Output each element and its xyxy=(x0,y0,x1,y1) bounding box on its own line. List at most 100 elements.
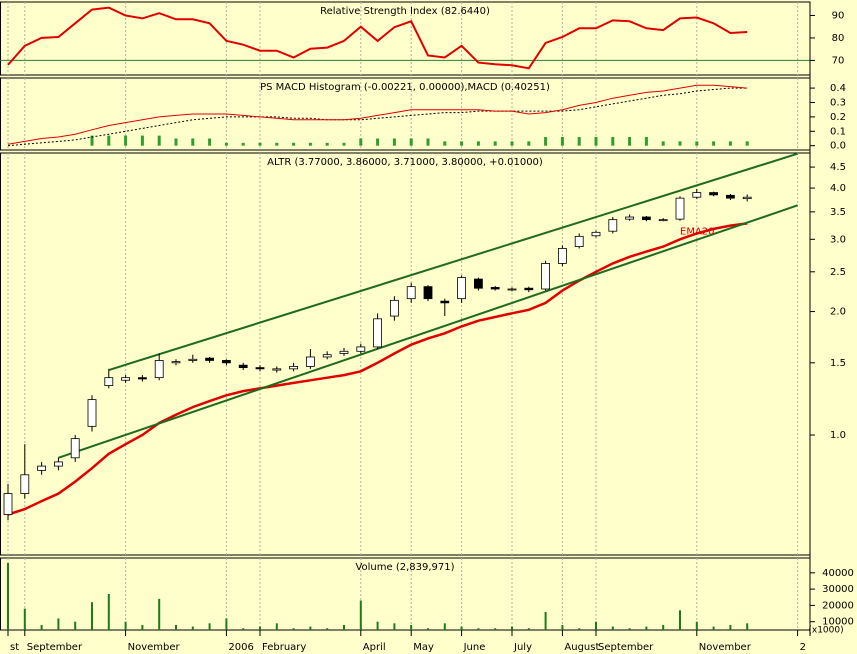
volume-bar xyxy=(679,610,681,630)
candle-body xyxy=(137,377,147,380)
candle-body xyxy=(121,377,130,381)
candle-body xyxy=(54,461,63,467)
y-tick-label: 1.5 xyxy=(830,358,846,369)
candle-body xyxy=(356,346,366,352)
histogram-bar xyxy=(476,141,480,146)
x-tick-label: st xyxy=(10,642,19,653)
y-tick-label: 3.5 xyxy=(830,207,846,218)
histogram-bar xyxy=(661,141,665,146)
histogram-bar xyxy=(678,141,682,146)
volume-bar xyxy=(275,623,278,630)
y-tick-label: 30000 xyxy=(822,584,854,595)
trendline xyxy=(108,152,798,372)
volume-bar xyxy=(443,623,446,630)
candle-body xyxy=(70,438,80,459)
candle-body xyxy=(322,354,332,358)
candle-body xyxy=(255,367,265,370)
volume-bar xyxy=(225,618,228,630)
histogram-bar xyxy=(628,137,632,146)
histogram-bar xyxy=(392,138,396,146)
histogram-bar xyxy=(292,142,296,146)
volume-bar xyxy=(712,626,715,630)
histogram-bar xyxy=(409,138,413,146)
histogram-bar xyxy=(376,138,380,146)
histogram-bar xyxy=(560,137,564,146)
volume-bar xyxy=(141,624,144,630)
candle-body xyxy=(171,361,181,364)
rsi-line xyxy=(7,6,748,70)
y-tick-label: 2.0 xyxy=(830,307,846,318)
histogram-bar xyxy=(275,142,279,146)
histogram-bar xyxy=(107,135,111,146)
volume-bar xyxy=(158,598,161,630)
histogram-bar xyxy=(241,142,245,146)
x-tick-label: 2 xyxy=(800,642,806,653)
volume-bar xyxy=(393,623,396,630)
candle-body xyxy=(423,286,433,300)
ema-label: EMA20 xyxy=(680,226,715,237)
y-tick-label: 0.4 xyxy=(830,83,846,94)
volume-bar xyxy=(191,626,194,630)
histogram-bar xyxy=(510,141,514,146)
histogram-bar xyxy=(191,138,195,146)
candle-body xyxy=(591,231,601,237)
candle-body xyxy=(205,357,215,361)
candle-body xyxy=(272,368,282,371)
volume-bar xyxy=(175,624,177,630)
volume-bar xyxy=(695,621,698,630)
y-tick-label: 0.3 xyxy=(830,97,846,108)
volume-bar xyxy=(746,623,749,630)
histogram-bar xyxy=(443,141,447,146)
candle-body xyxy=(642,216,651,221)
y-tick-label: 0.2 xyxy=(830,112,846,123)
volume-bar xyxy=(343,624,345,630)
y-tick-label: 0.0 xyxy=(830,141,846,152)
x-tick-label: July xyxy=(513,642,532,653)
histogram-bar xyxy=(325,142,329,146)
candle-body xyxy=(574,235,584,247)
volume-bar xyxy=(628,628,631,630)
panel-title: PS MACD Histogram (-0.00221, 0.00000),MA… xyxy=(260,82,550,93)
y-tick-label: 2.5 xyxy=(830,267,846,278)
x-tick-label: May xyxy=(413,642,434,653)
volume-bar xyxy=(40,624,43,630)
candle-body xyxy=(20,474,30,494)
candle-body xyxy=(289,366,299,370)
volume-bar xyxy=(376,621,379,630)
y-tick-label: 3.0 xyxy=(830,234,846,245)
candle-body xyxy=(742,196,752,200)
histogram-bar xyxy=(258,142,262,146)
volume-bar xyxy=(662,624,665,630)
histogram-bar xyxy=(308,142,312,146)
candle-body xyxy=(37,465,46,471)
volume-bar xyxy=(7,563,9,630)
x-tick-label: April xyxy=(363,642,386,653)
candle-body xyxy=(558,248,567,264)
panel-title: Volume (2,839,971) xyxy=(355,562,454,573)
volume-bar xyxy=(259,626,261,630)
signal-line xyxy=(7,87,748,147)
x-tick-label: August xyxy=(564,642,599,653)
volume-bar xyxy=(561,624,564,630)
x-tick-label: February xyxy=(262,642,306,653)
unit-label: (x1000) xyxy=(808,626,843,636)
y-tick-label: 40000 xyxy=(822,568,854,579)
histogram-bar xyxy=(342,142,346,146)
histogram-bar xyxy=(426,138,430,146)
volume-bar xyxy=(410,624,413,630)
candle-body xyxy=(87,399,97,427)
candle-body xyxy=(104,377,114,386)
y-tick-label: 10000 xyxy=(822,617,854,628)
volume-bar xyxy=(208,623,211,630)
candle-body xyxy=(625,216,634,220)
candle-body xyxy=(507,288,517,291)
candle-body xyxy=(524,287,534,291)
candle-body xyxy=(339,350,349,354)
candle-body xyxy=(692,192,702,198)
candle-body xyxy=(541,263,550,290)
volume-bar xyxy=(74,621,77,630)
candle-body xyxy=(238,364,248,369)
x-tick-label: November xyxy=(699,642,752,653)
